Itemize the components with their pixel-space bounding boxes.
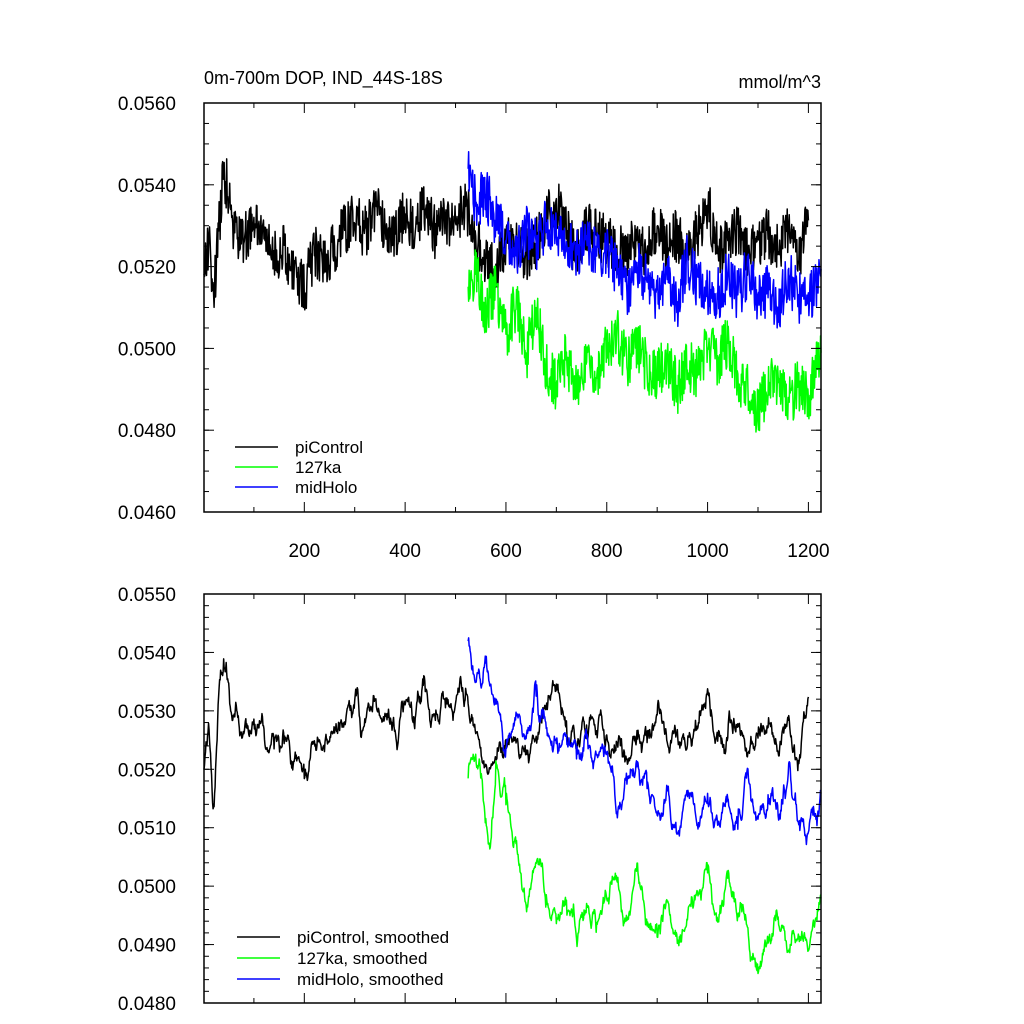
bottom-y-tick-label: 0.0490 bbox=[118, 936, 176, 957]
top-legend-label: midHolo bbox=[295, 478, 357, 497]
bottom-legend-label: piControl, smoothed bbox=[297, 928, 449, 947]
top-y-tick-label: 0.0560 bbox=[118, 94, 176, 115]
bottom-y-tick-label: 0.0550 bbox=[118, 585, 176, 606]
top-series-line-127ka bbox=[467, 249, 822, 433]
top-x-tick-label: 400 bbox=[389, 541, 421, 562]
bottom-legend-label: midHolo, smoothed bbox=[297, 970, 443, 989]
bottom-series-line-127ka-smoothed bbox=[467, 753, 822, 975]
top-x-tick-label: 200 bbox=[288, 541, 320, 562]
top-x-tick-label: 800 bbox=[591, 541, 623, 562]
bottom-series-line-midholo-smoothed bbox=[467, 637, 822, 846]
bottom-y-tick-label: 0.0530 bbox=[118, 702, 176, 723]
bottom-ticks-layer bbox=[204, 593, 821, 1004]
top-tick-labels: 200 400 600 800 1000 1200 0.0460 0.0480 0.0500 0.… bbox=[118, 94, 830, 562]
top-series-line-midholo bbox=[467, 151, 822, 329]
bottom-series-layer bbox=[203, 637, 822, 975]
bottom-y-tick-label: 0.0480 bbox=[118, 994, 176, 1015]
top-x-tick-label: 600 bbox=[490, 541, 522, 562]
bottom-y-tick-label: 0.0500 bbox=[118, 877, 176, 898]
top-series-line-picontrol bbox=[203, 158, 810, 311]
bottom-legend-label: 127ka, smoothed bbox=[297, 949, 427, 968]
bottom-plot-frame bbox=[203, 593, 822, 1004]
top-units-label: mmol/m^3 bbox=[739, 72, 821, 92]
top-ticks-layer bbox=[204, 102, 821, 513]
bottom-y-tick-label: 0.0510 bbox=[118, 819, 176, 840]
bottom-y-tick-label: 0.0520 bbox=[118, 760, 176, 781]
top-x-tick-label: 1000 bbox=[686, 541, 728, 562]
bottom-legend: piControl, smoothed 127ka, smoothed midHol… bbox=[237, 928, 449, 989]
bottom-y-tick-label: 0.0540 bbox=[118, 643, 176, 664]
top-y-tick-label: 0.0520 bbox=[118, 258, 176, 279]
top-legend-label: 127ka bbox=[295, 458, 342, 477]
top-y-tick-label: 0.0500 bbox=[118, 339, 176, 360]
top-chart-panel: 200 400 600 800 1000 1200 0.0460 0.0480 0.0500 0.… bbox=[118, 68, 830, 562]
top-y-tick-label: 0.0540 bbox=[118, 176, 176, 197]
top-series-layer bbox=[203, 151, 822, 433]
top-chart-title: 0m-700m DOP, IND_44S-18S bbox=[204, 68, 443, 89]
top-x-tick-label: 1200 bbox=[787, 541, 829, 562]
top-y-tick-label: 0.0480 bbox=[118, 421, 176, 442]
bottom-tick-labels: 0.0480 0.0490 0.0500 0.0510 0.0520 0.0530 0.05… bbox=[118, 585, 176, 1015]
top-legend-label: piControl bbox=[295, 438, 363, 457]
top-y-tick-label: 0.0460 bbox=[118, 503, 176, 524]
bottom-chart-panel: 0.0480 0.0490 0.0500 0.0510 0.0520 0.0530 0.05… bbox=[118, 585, 822, 1015]
